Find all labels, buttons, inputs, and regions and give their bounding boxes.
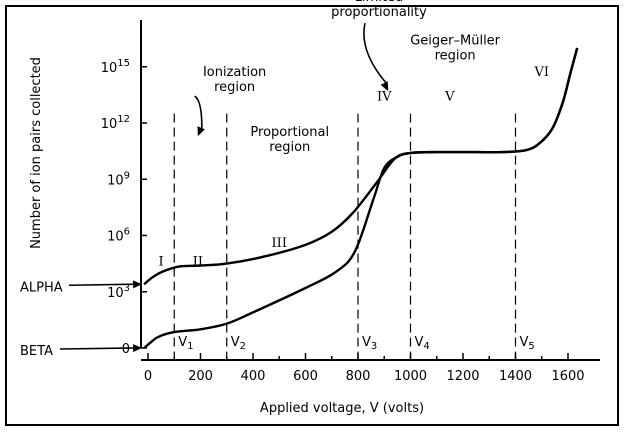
region-numeral: VI (533, 65, 549, 80)
region-title: Geiger–Müller (410, 33, 500, 48)
series-arrow-head (133, 280, 143, 289)
y-tick-label: 109 (107, 170, 130, 188)
ionization-arrow-line (194, 95, 203, 129)
region-numeral: V (444, 90, 455, 105)
y-tick-base: 0 (122, 342, 130, 357)
y-tick-exponent: 6 (124, 227, 130, 238)
boundary-label: V4 (415, 335, 430, 352)
region-title: Limited (355, 0, 403, 5)
x-tick-label: 200 (188, 369, 213, 384)
x-axis-ticks: 0 200 400 600 800 1000 1200 1400 1600 (144, 353, 585, 384)
region-numeral: II (193, 255, 203, 270)
series-alpha-curve (143, 47, 579, 286)
x-tick-label: 800 (346, 369, 371, 384)
boundary-lines: V1 V2 V3 V4 V5 (173, 113, 535, 360)
boundary-letter: V (415, 335, 424, 350)
boundary-subscript: 5 (528, 341, 534, 352)
boundary-subscript: 1 (187, 341, 193, 352)
boundary-subscript: 4 (423, 341, 429, 352)
region-title: proportionality (331, 5, 427, 20)
x-axis-label: Applied voltage, V (volts) (260, 401, 424, 416)
region-title: region (214, 80, 255, 95)
region-title: Ionization (203, 65, 266, 80)
chart-frame (5, 5, 619, 426)
x-tick-label: 1200 (446, 369, 479, 384)
boundary-subscript: 2 (240, 341, 246, 352)
series-curves (143, 47, 579, 349)
y-tick-label: 103 (107, 283, 130, 301)
y-tick-base: 10 (107, 286, 124, 301)
y-tick-label: 1012 (101, 114, 130, 132)
series-arrow-head (133, 344, 143, 353)
limited-arrow-line (363, 22, 387, 84)
boundary-letter: V (231, 335, 240, 350)
series-label-alpha: ALPHA (20, 280, 63, 295)
series-arrow-line (59, 347, 135, 350)
boundary-label: V5 (520, 335, 535, 352)
y-tick-base: 10 (101, 61, 118, 76)
region-title: region (269, 140, 310, 155)
y-tick-label: 0 (122, 342, 130, 357)
y-tick-exponent: 12 (117, 114, 130, 125)
y-tick-exponent: 9 (124, 170, 130, 181)
axes (140, 20, 600, 361)
x-tick-label: 1600 (551, 369, 584, 384)
boundary-letter: V (362, 335, 371, 350)
boundary-subscript: 3 (371, 341, 377, 352)
annotation-arrows: ALPHA BETA (20, 22, 389, 359)
limited-arrow-head (380, 81, 389, 92)
ionization-arrow-head (197, 126, 205, 137)
series-arrow-line (68, 283, 135, 287)
y-tick-label: 106 (107, 227, 130, 245)
y-tick-base: 10 (107, 230, 124, 245)
series-label-beta: BETA (20, 344, 53, 359)
boundary-label: V2 (231, 335, 246, 352)
boundary-letter: V (178, 335, 187, 350)
boundary-letter: V (520, 335, 529, 350)
x-tick-label: 1000 (394, 369, 427, 384)
boundary-label: V1 (178, 335, 193, 352)
y-tick-label: 1015 (101, 58, 130, 76)
y-axis-label: Number of ion pairs collected (29, 57, 44, 249)
region-numeral: IV (377, 90, 392, 105)
boundary-label: V3 (362, 335, 377, 352)
region-title: Proportional (250, 125, 329, 140)
region-title: region (435, 48, 476, 63)
y-tick-base: 10 (107, 173, 124, 188)
y-tick-exponent: 3 (124, 283, 130, 294)
x-tick-label: 400 (241, 369, 266, 384)
x-tick-label: 1400 (499, 369, 532, 384)
x-tick-label: 0 (144, 369, 152, 384)
series-beta-curve (143, 47, 579, 349)
region-numeral: III (272, 236, 287, 251)
x-tick-label: 600 (293, 369, 318, 384)
y-tick-exponent: 15 (117, 58, 130, 69)
region-numeral: I (159, 255, 164, 270)
y-tick-base: 10 (101, 117, 118, 132)
